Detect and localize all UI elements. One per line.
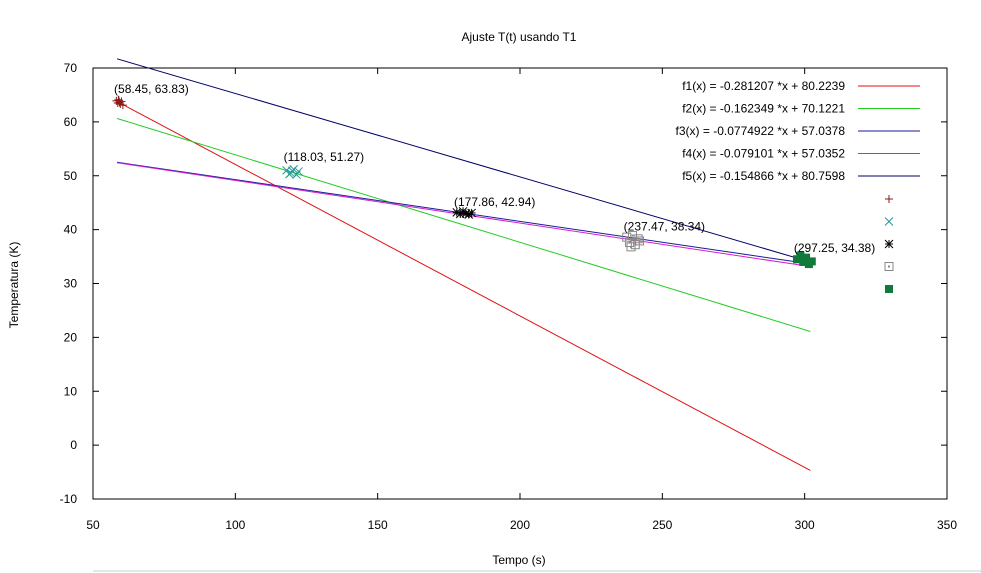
star-stroke <box>452 208 462 217</box>
fit-line-1 <box>116 101 811 471</box>
square-dot <box>888 265 890 268</box>
chart-title: Ajuste T(t) usando T1 <box>462 30 577 44</box>
y-tick-label: 20 <box>64 330 78 344</box>
point-annotation: (58.45, 63.83) <box>114 82 189 96</box>
cross-stroke <box>287 166 297 176</box>
data-point-group-5 <box>799 257 808 266</box>
data-point-group-5 <box>796 251 805 260</box>
x-tick-label: 300 <box>795 518 815 532</box>
point-annotation: (237.47, 38.34) <box>624 220 705 234</box>
y-tick-label: 50 <box>64 169 78 183</box>
y-tick-label: -10 <box>60 492 78 506</box>
square-fill <box>885 285 893 293</box>
legend-label: f5(x) = -0.154866 *x + 80.7598 <box>682 169 845 183</box>
square-dot <box>638 239 641 242</box>
square-outline <box>633 234 643 244</box>
data-point-group-4 <box>635 236 645 246</box>
annotations: (58.45, 63.83) (118.03, 51.27) (177.86, 42… <box>114 82 875 255</box>
x-tick-label: 50 <box>86 518 100 532</box>
data-point-group-5 <box>802 253 811 262</box>
y-axis-label: Temperatura (K) <box>7 242 21 329</box>
square-fill <box>796 251 805 260</box>
x-tick-label: 200 <box>510 518 530 532</box>
square-outline <box>626 242 636 252</box>
x-tick-label: 350 <box>937 518 957 532</box>
legend-marker <box>884 217 894 226</box>
square-outline <box>622 232 632 242</box>
legend-marker <box>884 239 894 249</box>
legend-marker <box>884 262 894 271</box>
data-point-group-3 <box>467 208 476 218</box>
point-annotation: (118.03, 51.27) <box>284 150 365 164</box>
data-point-group-1 <box>114 95 123 104</box>
data-point-group-4 <box>633 234 643 244</box>
fit-line-2 <box>116 117 811 332</box>
data-point-group-4 <box>622 232 632 242</box>
cross-stroke <box>884 217 894 226</box>
legend-marker <box>885 195 893 203</box>
legend-label: f2(x) = -0.162349 *x + 70.1221 <box>682 102 845 116</box>
data-point-group-5 <box>807 257 816 266</box>
x-axis-label: Tempo (s) <box>492 553 545 567</box>
fit-line-5 <box>116 58 811 263</box>
legend: f1(x) = -0.281207 *x + 80.2239 f2(x) = -0… <box>676 79 920 293</box>
axes: 50 100 150 200 250 300 350 -10 0 10 20 30 40 50 60 70 <box>60 61 958 532</box>
y-tick-label: 40 <box>64 223 78 237</box>
point-annotation: (177.86, 42.94) <box>454 195 535 209</box>
square-dot <box>630 245 633 248</box>
x-tick-label: 100 <box>225 518 245 532</box>
point-annotation: (297.25, 34.38) <box>794 241 875 255</box>
legend-marker <box>885 285 893 293</box>
square-dot <box>631 234 634 237</box>
y-tick-label: 10 <box>64 384 78 398</box>
legend-label: f4(x) = -0.079101 *x + 57.0352 <box>682 147 845 161</box>
data-point-group-4 <box>627 231 637 241</box>
square-dot <box>637 237 640 240</box>
y-tick-label: 60 <box>64 115 78 129</box>
square-fill <box>802 253 811 262</box>
legend-label: f3(x) = -0.0774922 *x + 57.0378 <box>676 124 846 138</box>
square-outline <box>635 236 645 246</box>
x-tick-label: 150 <box>368 518 388 532</box>
data-points <box>112 95 816 269</box>
fit-lines <box>116 58 811 471</box>
star-stroke <box>467 208 476 218</box>
y-tick-label: 70 <box>64 61 78 75</box>
square-outline <box>627 231 637 241</box>
legend-label: f1(x) = -0.281207 *x + 80.2239 <box>682 79 845 93</box>
y-tick-label: 0 <box>70 438 77 452</box>
fit-line-4 <box>116 162 811 268</box>
data-point-group-2 <box>287 166 297 176</box>
y-tick-label: 30 <box>64 277 78 291</box>
square-fill <box>799 257 808 266</box>
data-point-group-4 <box>626 242 636 252</box>
square-fill <box>807 257 816 266</box>
x-tick-label: 250 <box>652 518 672 532</box>
square-dot <box>625 236 628 239</box>
square-outline <box>884 262 894 271</box>
star-stroke <box>884 239 894 249</box>
